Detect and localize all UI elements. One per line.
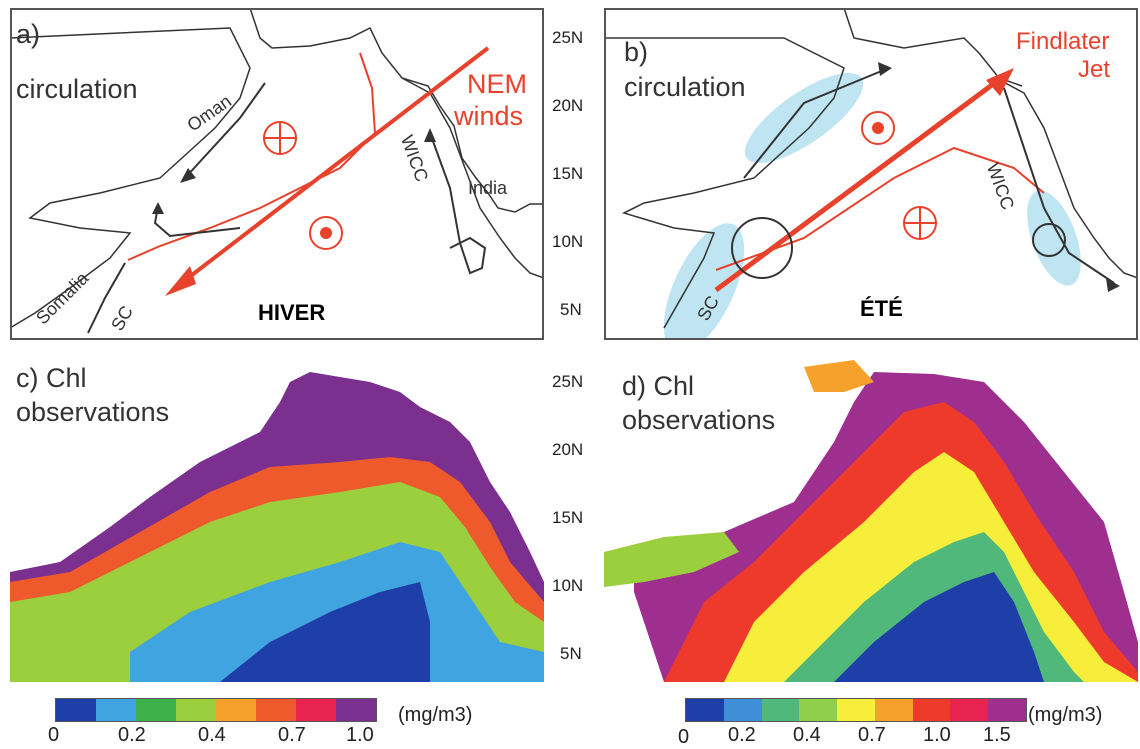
panel-b-circulation-summer: b) circulation Findlater Jet WICC SC ÉTÉ (604, 8, 1138, 338)
cb-right-tick: 0.7 (858, 724, 886, 746)
panel-a-map (10, 8, 544, 334)
panel-c-label: c) Chl (16, 363, 87, 393)
cb-right-tick: 1.5 (983, 724, 1011, 746)
cb-right-tick: 0.2 (728, 724, 756, 746)
lat-label: 15N (552, 508, 584, 527)
colorbar-swatch (837, 699, 875, 721)
somali-current (87, 262, 126, 334)
colorbar-swatch (723, 699, 762, 721)
colorbar-swatch (256, 699, 296, 721)
lat-label: 25N (552, 28, 584, 47)
winds-label: winds (454, 101, 524, 131)
panel-d-label: d) Chl (622, 371, 695, 401)
panel-c-map (10, 372, 544, 682)
out-of-page-symbol (309, 216, 343, 250)
panel-b-label: b) (624, 37, 649, 67)
panel-a-circulation-winter: a) circulation NEM winds Oman India WICC… (10, 8, 544, 338)
panel-a-title: circulation (16, 74, 138, 104)
colorbar-left (55, 698, 377, 722)
colorbar-swatch (216, 699, 256, 721)
colorbar-swatch (136, 699, 176, 721)
lat-label: 5N (560, 644, 582, 663)
cb-left-tick: 1.0 (346, 724, 374, 746)
panel-d-title: observations (622, 405, 776, 435)
season-summer: ÉTÉ (860, 296, 903, 321)
panel-d-map (604, 360, 1138, 682)
lat-label: 10N (552, 232, 584, 251)
colorbar-right (685, 698, 1027, 722)
colorbar-swatch (950, 699, 989, 721)
colorbar-right-unit: (mg/m3) (1028, 704, 1103, 726)
panel-b-frame (604, 8, 1138, 340)
india-label: India (468, 178, 508, 198)
findlater-jet-arrow (714, 73, 1006, 293)
jet-label: Jet (1078, 56, 1111, 83)
colorbar-left-unit: (mg/m3) (398, 704, 473, 726)
cb-right-tick: 1.0 (923, 724, 951, 746)
colorbar-swatch (988, 699, 1027, 721)
panel-c-chl-winter: c) Chl observations (10, 352, 544, 682)
cb-right-tick: 0.4 (793, 724, 821, 746)
colorbar-swatch (686, 699, 724, 721)
panel-b-title: circulation (624, 72, 746, 102)
colorbar-swatch (336, 699, 376, 721)
panel-c-title: observations (16, 397, 170, 427)
cb-left-tick: 0 (48, 724, 60, 746)
colorbar-swatch (96, 699, 136, 721)
panel-b-map (604, 8, 1138, 338)
panel-d-chl-summer: d) Chl observations (604, 352, 1138, 682)
cb-left-tick: 0.7 (278, 724, 306, 746)
colorbar-swatch (176, 699, 216, 721)
cb-left-tick: 0.4 (198, 724, 226, 746)
findlater-label: Findlater (1016, 28, 1110, 55)
colorbar-swatch (761, 699, 800, 721)
colorbar-swatch (912, 699, 951, 721)
season-winter: HIVER (258, 300, 326, 325)
lat-label: 10N (552, 576, 584, 595)
colorbar-swatch (56, 699, 96, 721)
nem-label: NEM (467, 69, 527, 99)
lat-label: 5N (560, 300, 582, 319)
panel-a-label: a) (16, 19, 41, 49)
colorbar-swatch (296, 699, 336, 721)
colorbar-swatch (874, 699, 913, 721)
out-of-page-symbol (861, 111, 895, 145)
lat-label: 20N (552, 96, 584, 115)
lat-label: 20N (552, 440, 584, 459)
cb-left-tick: 0.2 (118, 724, 146, 746)
nem-wind-arrow (173, 46, 490, 290)
colorbar-swatch (799, 699, 838, 721)
cb-right-tick: 0 (678, 726, 690, 748)
oman-current (184, 82, 266, 179)
lat-label: 15N (552, 164, 584, 183)
wicc-current (429, 132, 487, 275)
lat-label: 25N (552, 372, 584, 391)
coastline-a (10, 8, 544, 213)
panel-a-frame (10, 8, 544, 340)
